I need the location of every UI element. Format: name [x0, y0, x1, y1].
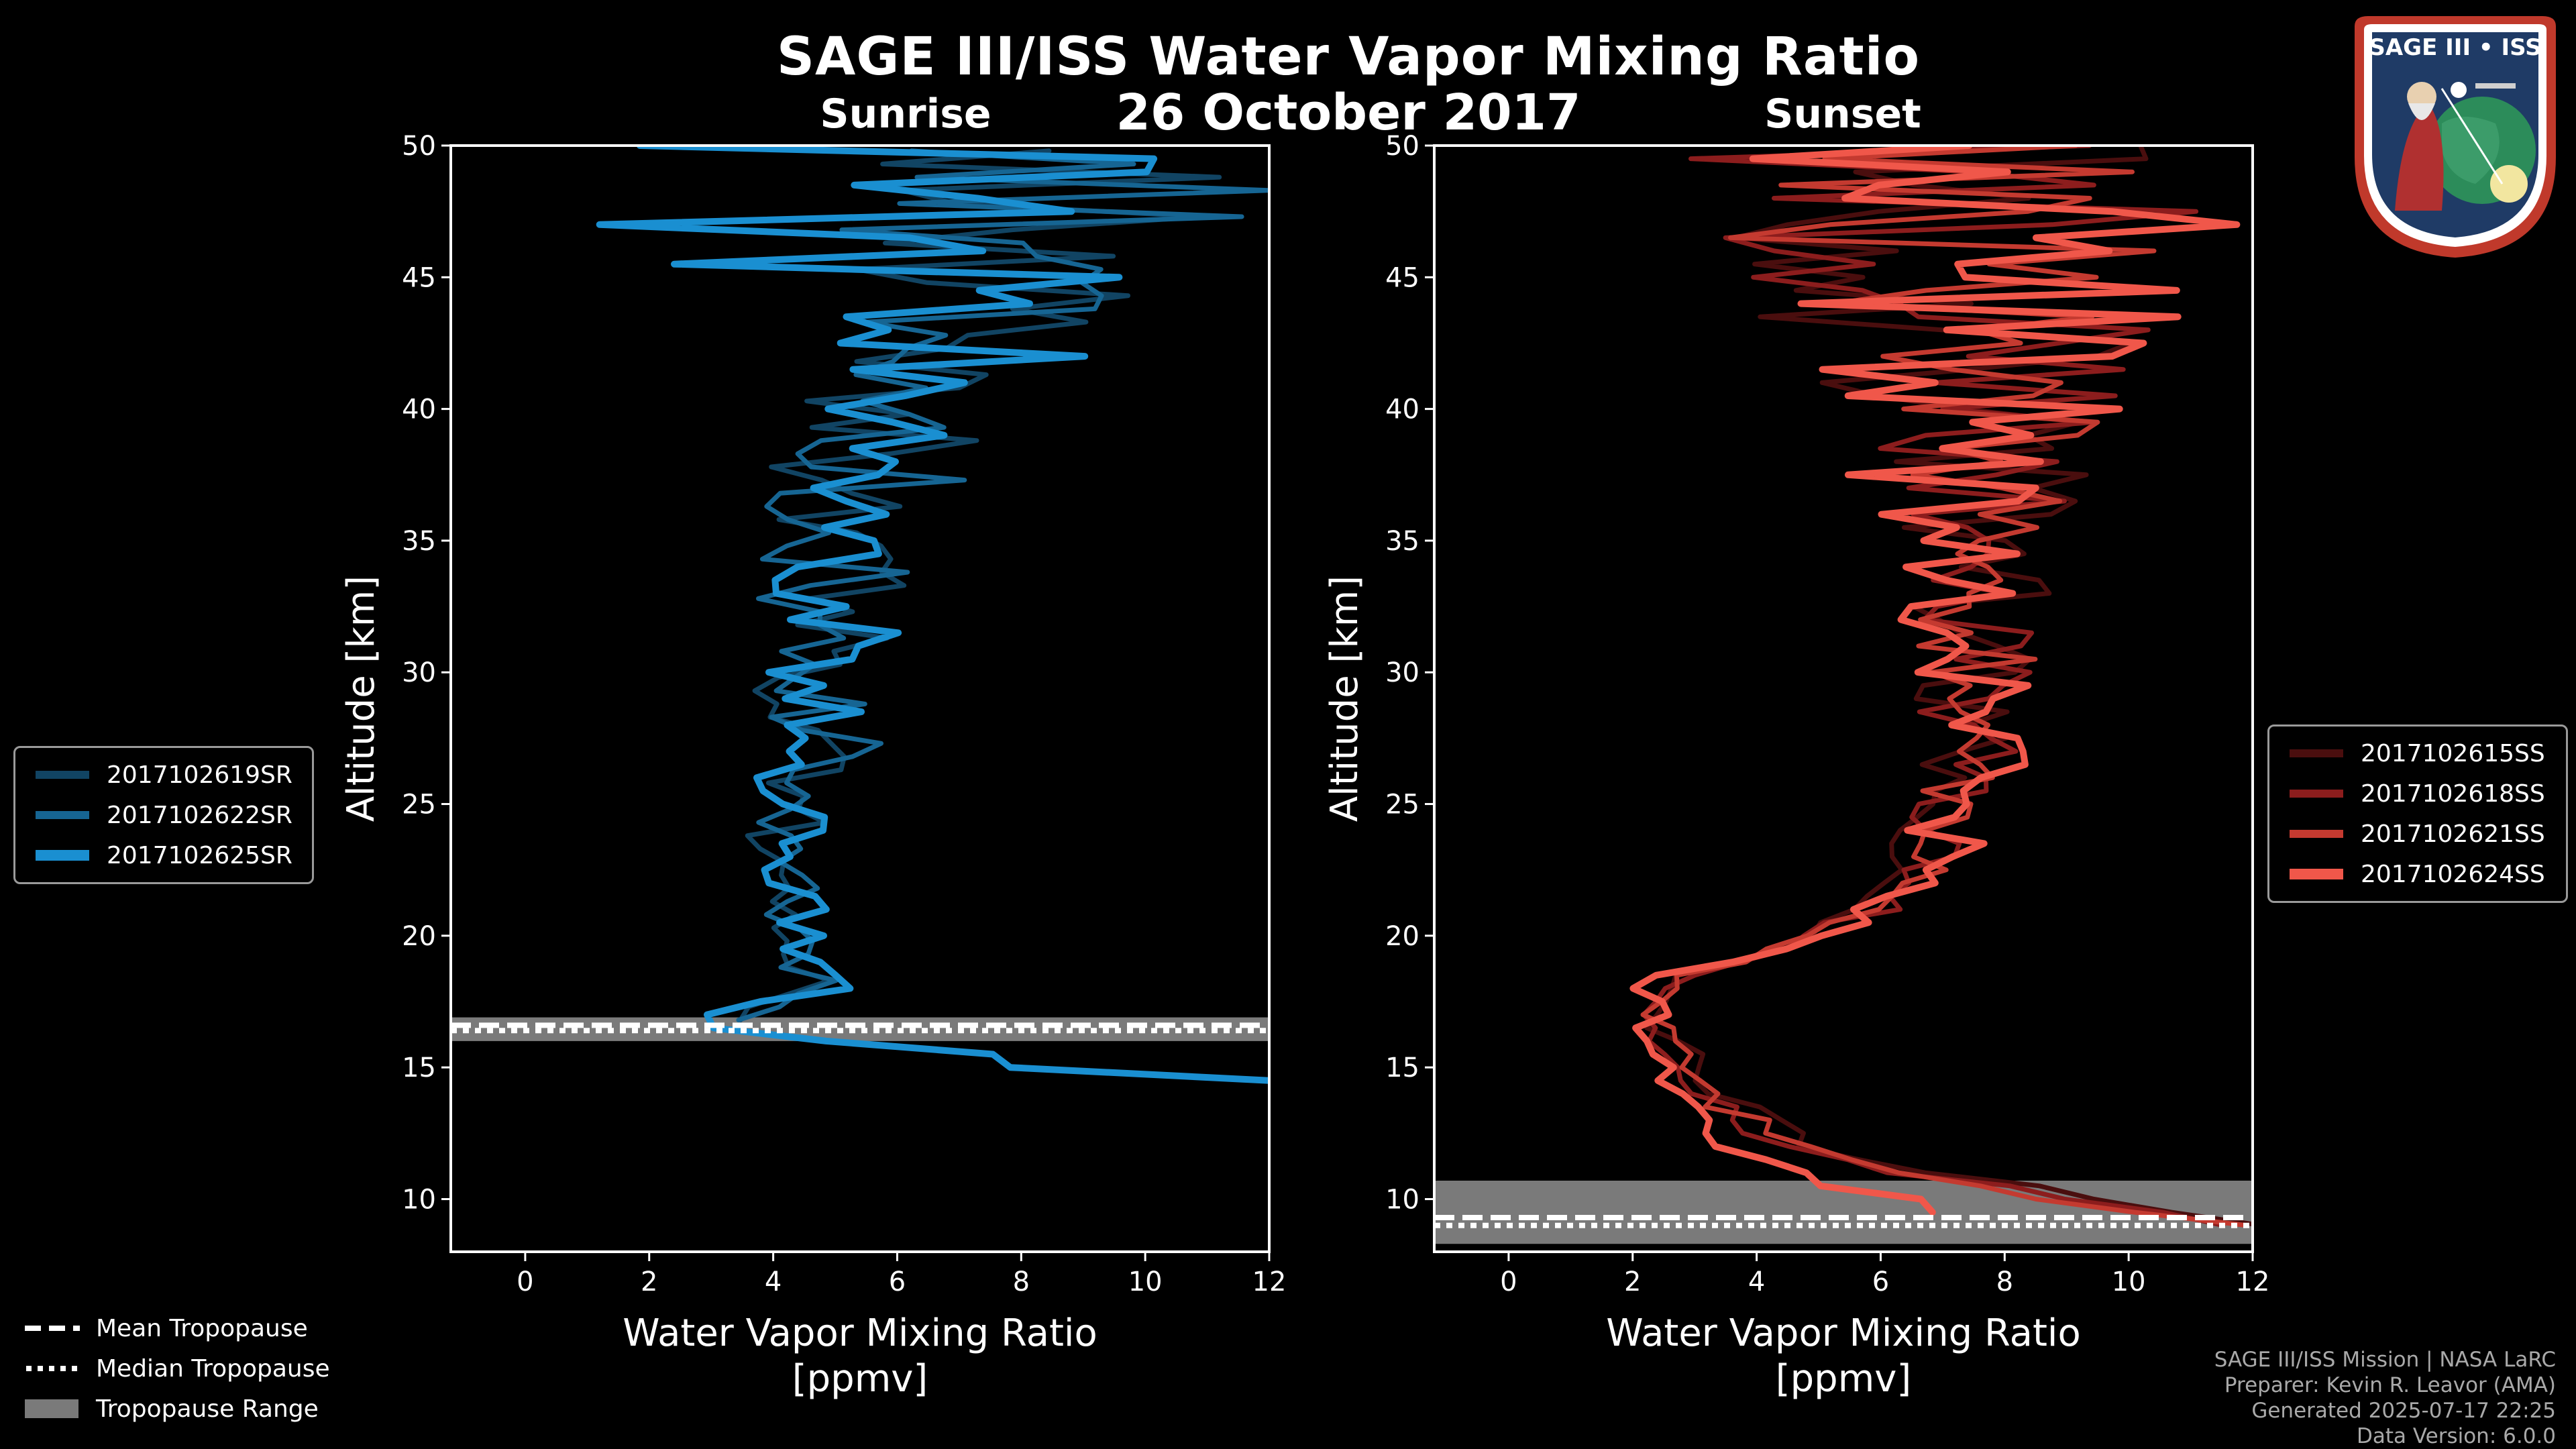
legend-label: 2017102625SR: [107, 841, 292, 869]
y-tick-label: 40: [1385, 394, 1419, 425]
logo-top-text: SAGE III • ISS: [2369, 34, 2541, 61]
y-axis-label: Altitude [km]: [1323, 576, 1366, 822]
legend-swatch: [36, 850, 89, 861]
y-tick-label: 35: [1385, 526, 1419, 557]
y-tick-label: 50: [402, 131, 436, 162]
subtitle-sunset: Sunset: [1764, 91, 1921, 138]
legend-swatch: [36, 771, 89, 779]
x-axis-label: Water Vapor Mixing Ratio: [1606, 1311, 2080, 1355]
series-line-2017102615SS: [1644, 146, 2253, 1227]
dashed-line-swatch: [25, 1326, 80, 1331]
legend-sunset: 2017102615SS 2017102618SS 2017102621SS 2…: [2267, 724, 2568, 903]
y-tick-label: 20: [1385, 921, 1419, 952]
y-tick-label: 45: [402, 262, 436, 293]
legend-sunrise: 2017102619SR 2017102622SR 2017102625SR: [13, 746, 314, 884]
credit-line: Generated 2025-07-17 22:25: [2251, 1399, 2556, 1423]
y-tick-label: 40: [402, 394, 436, 425]
legend-label: Tropopause Range: [96, 1395, 319, 1423]
legend-label: 2017102622SR: [107, 801, 292, 829]
chart-date: 26 October 2017: [1116, 84, 1581, 142]
legend-label: 2017102621SS: [2361, 820, 2545, 848]
legend-label: 2017102624SS: [2361, 860, 2545, 888]
legend-swatch: [2290, 749, 2343, 757]
y-tick-label: 30: [402, 657, 436, 688]
x-tick-label: 0: [1500, 1267, 1517, 1297]
x-tick-label: 6: [889, 1267, 906, 1297]
mission-patch-icon: SAGE III • ISS: [2355, 16, 2556, 258]
y-tick-label: 35: [402, 526, 436, 557]
subtitle-sunrise: Sunrise: [820, 91, 991, 138]
y-tick-label: 20: [402, 921, 436, 952]
legend-item: 2017102621SS: [2290, 814, 2566, 854]
legend-label: Mean Tropopause: [96, 1314, 308, 1342]
legend-label: 2017102619SR: [107, 761, 292, 789]
x-tick-label: 2: [1624, 1267, 1641, 1297]
legend-label: Median Tropopause: [96, 1354, 330, 1383]
legend-label: 2017102615SS: [2361, 739, 2545, 767]
legend-swatch: [2290, 790, 2343, 798]
x-tick-label: 6: [1872, 1267, 1889, 1297]
y-tick-label: 15: [1385, 1053, 1419, 1083]
panel-sunrise: 0 2 4 6 8 10 12 10 15 20 25 30 35 40 45 50 Water Vapor M…: [339, 131, 1286, 1401]
series-line-2017102625SR: [596, 146, 1269, 1084]
x-tick-label: 0: [517, 1267, 533, 1297]
y-tick-label: 25: [1385, 790, 1419, 820]
credit-line: SAGE III/ISS Mission | NASA LaRC: [2214, 1348, 2556, 1372]
y-tick-label: 30: [1385, 657, 1419, 688]
legend-item: 2017102625SR: [36, 835, 312, 875]
sage-mission-logo: SAGE III • ISS: [2341, 9, 2569, 264]
series-line-2017102619SR: [738, 148, 1222, 1022]
x-tick-label: 4: [1748, 1267, 1765, 1297]
x-tick-label: 12: [1252, 1267, 1287, 1297]
y-tick-label: 10: [402, 1184, 436, 1215]
legend-item: 2017102624SS: [2290, 854, 2566, 894]
band-swatch: [25, 1399, 78, 1418]
dotted-line-swatch: [26, 1366, 80, 1371]
y-tick-label: 45: [1385, 262, 1419, 293]
x-tick-label: 10: [1128, 1267, 1163, 1297]
x-tick-label: 4: [765, 1267, 782, 1297]
chart-title: SAGE III/ISS Water Vapor Mixing Ratio: [776, 27, 1921, 87]
x-axis-label: Water Vapor Mixing Ratio: [623, 1311, 1097, 1355]
legend-item: 2017102615SS: [2290, 733, 2566, 773]
y-tick-label: 15: [402, 1053, 436, 1083]
y-tick-label: 10: [1385, 1184, 1419, 1215]
legend-item: 2017102618SS: [2290, 773, 2566, 814]
x-tick-label: 2: [641, 1267, 657, 1297]
x-tick-label: 12: [2236, 1267, 2270, 1297]
legend-item: Median Tropopause: [23, 1348, 330, 1389]
legend-label: 2017102618SS: [2361, 780, 2545, 808]
x-axis-label-units: [ppmv]: [792, 1357, 928, 1401]
y-tick-label: 25: [402, 790, 436, 820]
series-line-2017102622SR: [736, 148, 1269, 1022]
plot-frame: [449, 144, 1271, 1253]
legend-item: Tropopause Range: [23, 1389, 330, 1429]
legend-item: Mean Tropopause: [23, 1308, 330, 1348]
series-line-2017102624SS: [1629, 146, 2241, 1216]
y-axis-label: Altitude [km]: [339, 576, 383, 822]
legend-swatch: [2290, 869, 2343, 879]
legend-tropopause: Mean Tropopause Median Tropopause Tropop…: [23, 1308, 330, 1429]
credit-line: Preparer: Kevin R. Leavor (AMA): [2224, 1373, 2556, 1397]
credits: SAGE III/ISS Mission | NASA LaRC Prepare…: [2214, 1347, 2556, 1449]
x-tick-label: 10: [2112, 1267, 2146, 1297]
credit-line: Data Version: 6.0.0: [2356, 1424, 2556, 1448]
y-tick-label: 50: [1385, 131, 1419, 162]
legend-item: 2017102619SR: [36, 755, 312, 795]
x-tick-label: 8: [1996, 1267, 2013, 1297]
x-axis-label-units: [ppmv]: [1776, 1357, 1911, 1401]
legend-item: 2017102622SR: [36, 795, 312, 835]
plot-frame: [1433, 144, 2254, 1253]
legend-swatch: [36, 811, 89, 819]
panel-sunset: 0 2 4 6 8 10 12 10 15 20 25 30 35 40 45 50 Water Vapor M…: [1323, 131, 2269, 1401]
x-tick-label: 8: [1013, 1267, 1030, 1297]
legend-swatch: [2290, 830, 2343, 838]
